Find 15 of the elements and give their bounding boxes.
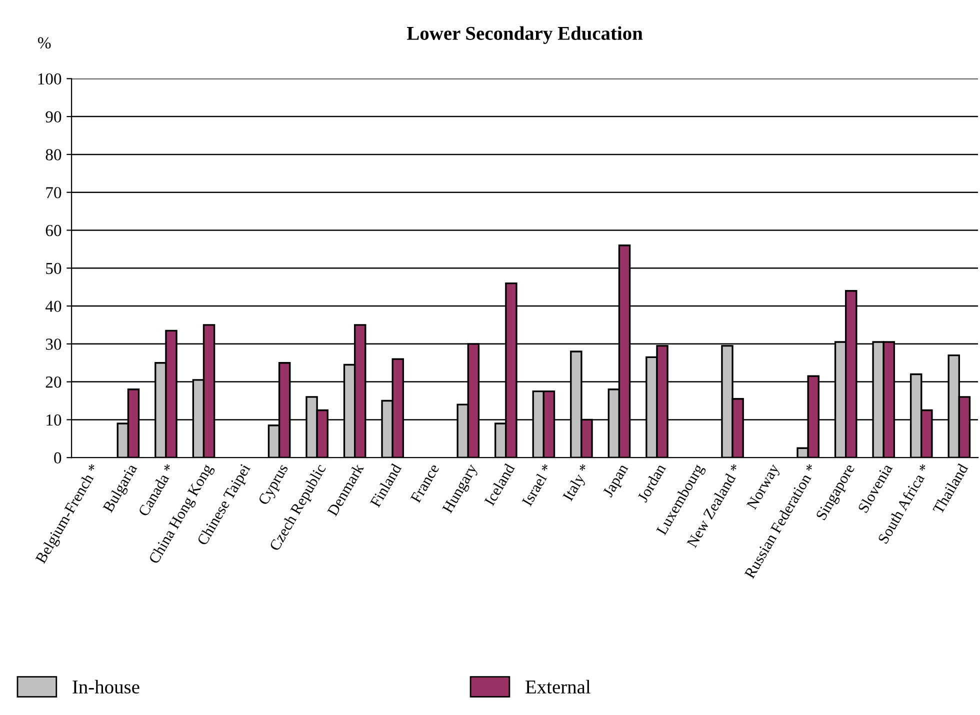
y-tick-label: 0 [54, 452, 62, 464]
y-tick-label: 10 [46, 414, 62, 426]
y-tick-label: 20 [46, 376, 62, 388]
y-axis-title: % [38, 37, 51, 49]
y-tick-label: 30 [46, 338, 62, 350]
y-tick-label: 80 [46, 149, 62, 160]
y-tick-label: 50 [46, 262, 62, 274]
legend-label: External [526, 680, 590, 694]
y-tick-label: 60 [46, 224, 62, 236]
chart-title: Lower Secondary Education [407, 26, 643, 44]
y-tick-label: 70 [46, 187, 62, 198]
y-tick-label: 90 [46, 111, 62, 122]
y-tick-label: 100 [38, 73, 62, 85]
y-tick-label: 40 [45, 300, 62, 312]
legend-label: In-house [72, 680, 140, 694]
